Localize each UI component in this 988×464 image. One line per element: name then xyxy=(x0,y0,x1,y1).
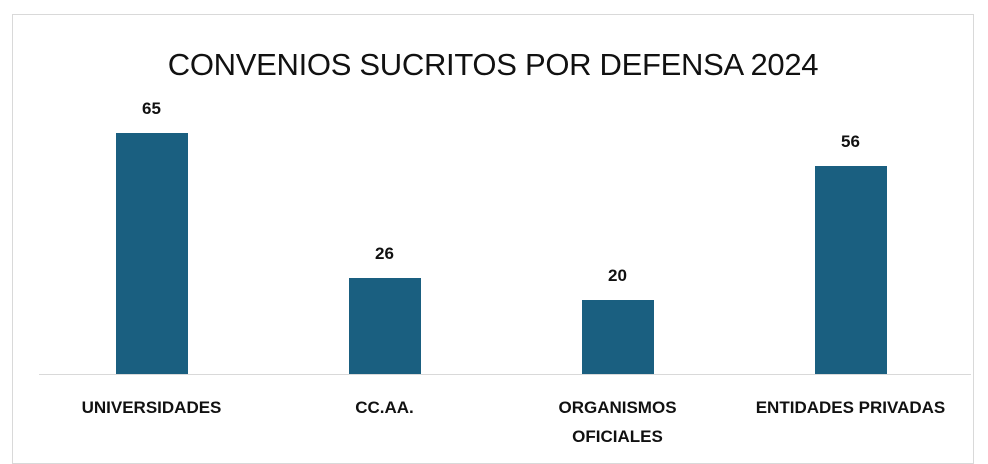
x-tick-label: ENTIDADES PRIVADAS xyxy=(755,398,946,417)
bar xyxy=(348,277,421,374)
bar xyxy=(814,166,887,374)
x-tick-label: UNIVERSIDADES xyxy=(81,398,222,417)
chart-title: CONVENIOS SUCRITOS POR DEFENSA 2024 xyxy=(167,47,819,82)
x-tick-label: ORGANISMOS OFICIALES xyxy=(558,398,677,446)
bar xyxy=(115,133,188,374)
value-label: 56 xyxy=(841,132,860,152)
value-label: 26 xyxy=(375,243,394,263)
baseline xyxy=(39,374,971,375)
value-label: 65 xyxy=(142,99,161,118)
x-tick-label: CC.AA. xyxy=(355,398,414,417)
chart: CONVENIOS SUCRITOS POR DEFENSA 2024 65 UN… xyxy=(12,14,974,464)
value-label: 20 xyxy=(608,265,627,285)
bar xyxy=(581,299,654,374)
